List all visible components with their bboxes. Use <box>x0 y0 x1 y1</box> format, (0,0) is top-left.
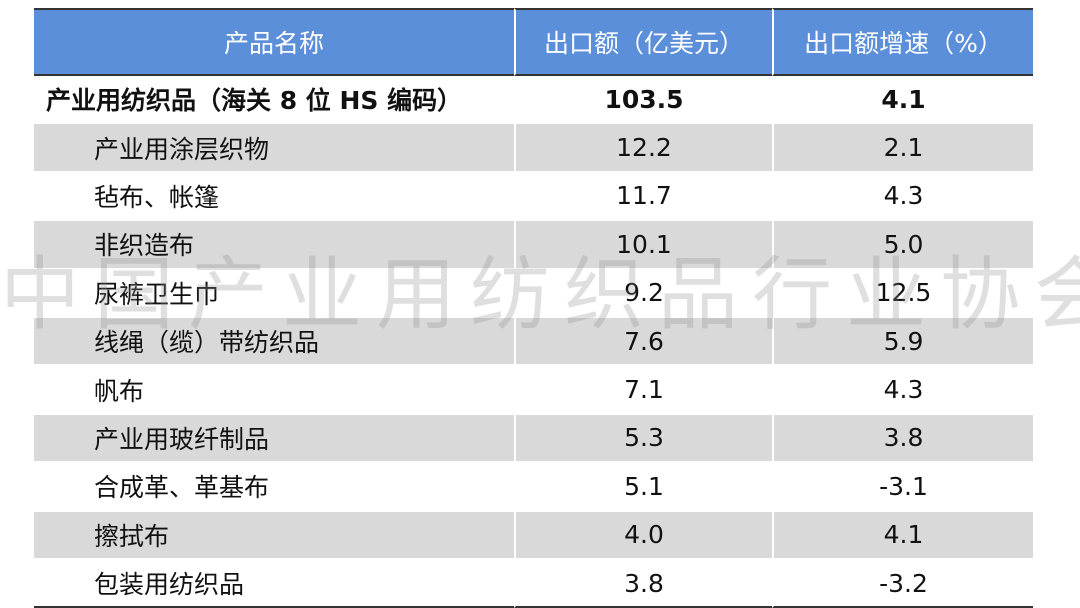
row-name: 产业用纺织品（海关 8 位 HS 编码） <box>34 76 514 125</box>
row-growth: -3.2 <box>772 559 1033 608</box>
row-growth: 4.3 <box>772 172 1033 222</box>
table-row: 擦拭布 4.0 4.1 <box>34 511 1033 560</box>
row-growth: 3.8 <box>772 414 1033 464</box>
table-row: 尿裤卫生巾 9.2 12.5 <box>34 269 1033 318</box>
table-row: 包装用纺织品 3.8 -3.2 <box>34 559 1033 608</box>
row-value: 4.0 <box>514 511 772 560</box>
export-table: 产品名称 出口额（亿美元） 出口额增速（%） 产业用纺织品（海关 8 位 HS … <box>34 8 1033 608</box>
table-row: 帆布 7.1 4.3 <box>34 366 1033 415</box>
row-value: 5.3 <box>514 414 772 464</box>
row-value: 3.8 <box>514 559 772 608</box>
row-name: 产业用玻纤制品 <box>34 414 514 464</box>
table-header-row: 产品名称 出口额（亿美元） 出口额增速（%） <box>34 8 1033 76</box>
row-name: 尿裤卫生巾 <box>34 270 514 318</box>
row-growth: 4.3 <box>772 366 1033 415</box>
header-export-growth: 出口额增速（%） <box>772 8 1033 76</box>
row-value: 7.1 <box>514 366 772 415</box>
row-name: 包装用纺织品 <box>34 560 514 608</box>
table-row: 非织造布 10.1 5.0 <box>34 221 1033 270</box>
row-value: 11.7 <box>514 172 772 222</box>
row-growth: 5.9 <box>772 317 1033 367</box>
header-export-value: 出口额（亿美元） <box>514 8 772 76</box>
table-row: 毡布、帐篷 11.7 4.3 <box>34 172 1033 222</box>
row-value: 103.5 <box>514 76 772 125</box>
table-row-total: 产业用纺织品（海关 8 位 HS 编码） 103.5 4.1 <box>34 76 1033 125</box>
row-name: 合成革、革基布 <box>34 463 514 512</box>
row-value: 12.2 <box>514 124 772 173</box>
row-growth: 4.1 <box>772 76 1033 125</box>
row-name: 帆布 <box>34 366 514 415</box>
export-table-container: 产品名称 出口额（亿美元） 出口额增速（%） 产业用纺织品（海关 8 位 HS … <box>34 8 1033 608</box>
row-growth: 12.5 <box>772 269 1033 318</box>
header-product-name: 产品名称 <box>34 8 514 76</box>
row-value: 5.1 <box>514 463 772 512</box>
row-name: 产业用涂层织物 <box>34 124 514 173</box>
table-row: 产业用玻纤制品 5.3 3.8 <box>34 414 1033 464</box>
row-value: 9.2 <box>514 269 772 318</box>
row-name: 非织造布 <box>34 221 514 270</box>
row-growth: 4.1 <box>772 511 1033 560</box>
row-growth: 2.1 <box>772 124 1033 173</box>
table-row: 合成革、革基布 5.1 -3.1 <box>34 463 1033 512</box>
row-growth: -3.1 <box>772 463 1033 512</box>
table-row: 线绳（缆）带纺织品 7.6 5.9 <box>34 317 1033 367</box>
row-name: 线绳（缆）带纺织品 <box>34 317 514 367</box>
table-row: 产业用涂层织物 12.2 2.1 <box>34 124 1033 173</box>
row-value: 10.1 <box>514 221 772 270</box>
row-name: 擦拭布 <box>34 511 514 560</box>
row-growth: 5.0 <box>772 221 1033 270</box>
row-name: 毡布、帐篷 <box>34 173 514 222</box>
row-value: 7.6 <box>514 317 772 367</box>
